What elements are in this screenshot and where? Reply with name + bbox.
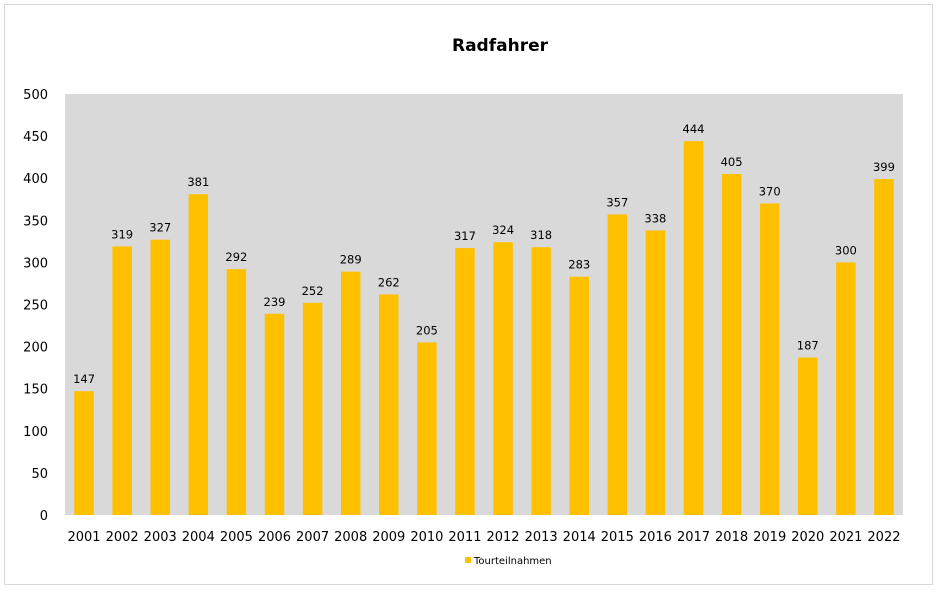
y-tick-label: 50 — [31, 467, 48, 482]
bar — [340, 271, 361, 515]
y-tick-label: 500 — [23, 88, 48, 103]
data-label: 327 — [149, 221, 171, 235]
x-tick-label: 2012 — [486, 530, 519, 545]
x-axis: 2001 2002 2003 2004 2005 2006 2007 2008 2009 2010… — [67, 530, 900, 545]
data-label: 405 — [721, 155, 743, 169]
x-tick-label: 2018 — [715, 530, 748, 545]
bar-series — [74, 141, 894, 516]
x-tick-label: 2003 — [144, 530, 177, 545]
data-label: 324 — [492, 223, 514, 237]
y-tick-label: 200 — [23, 341, 48, 356]
y-tick-label: 150 — [23, 383, 48, 398]
bar — [531, 247, 551, 515]
bar — [874, 179, 894, 516]
x-tick-label: 2002 — [106, 530, 139, 545]
x-tick-label: 2005 — [220, 530, 253, 545]
y-tick-label: 0 — [40, 509, 48, 524]
data-label: 262 — [378, 275, 400, 289]
x-tick-label: 2020 — [791, 530, 824, 545]
y-tick-label: 400 — [23, 172, 48, 187]
data-label: 318 — [530, 228, 552, 242]
x-tick-label: 2019 — [753, 530, 786, 545]
data-label: 357 — [606, 195, 628, 209]
bar — [455, 248, 475, 515]
data-label: 338 — [644, 211, 666, 225]
data-label: 300 — [835, 243, 857, 257]
bar — [302, 302, 323, 515]
y-axis: 0 50 100 150 200 250 300 350 400 450 500 — [23, 88, 48, 524]
data-label: 187 — [797, 339, 819, 353]
data-label: 292 — [225, 250, 247, 264]
data-label: 381 — [187, 175, 209, 189]
x-tick-label: 2014 — [563, 530, 596, 545]
y-tick-label: 250 — [23, 299, 48, 314]
legend: Tourteilnahmen — [465, 556, 552, 567]
legend-swatch — [465, 557, 471, 563]
x-tick-label: 2009 — [372, 530, 405, 545]
y-tick-label: 100 — [23, 425, 48, 440]
bar — [417, 342, 437, 515]
bar — [150, 239, 170, 515]
bar — [379, 294, 399, 515]
legend-label: Tourteilnahmen — [473, 556, 552, 567]
bar — [493, 242, 513, 515]
x-tick-label: 2001 — [67, 530, 100, 545]
bar — [683, 141, 704, 516]
bar — [607, 214, 628, 515]
x-tick-label: 2008 — [334, 530, 367, 545]
bar — [188, 194, 209, 515]
x-tick-label: 2021 — [829, 530, 862, 545]
bar — [264, 313, 285, 515]
bar — [112, 246, 132, 516]
y-tick-label: 300 — [23, 256, 48, 271]
chart-title: Radfahrer — [452, 36, 549, 56]
y-tick-label: 350 — [23, 214, 48, 229]
x-tick-label: 2015 — [601, 530, 634, 545]
data-label: 283 — [568, 258, 590, 272]
x-tick-label: 2013 — [525, 530, 558, 545]
x-tick-label: 2010 — [410, 530, 443, 545]
data-label: 370 — [759, 184, 781, 198]
bar — [569, 276, 589, 515]
data-label: 319 — [111, 227, 133, 241]
bar — [74, 391, 94, 515]
bar — [798, 357, 818, 515]
x-tick-label: 2007 — [296, 530, 329, 545]
y-tick-label: 450 — [23, 130, 48, 145]
x-tick-label: 2017 — [677, 530, 710, 545]
data-label: 317 — [454, 229, 476, 243]
data-label: 239 — [264, 295, 286, 309]
x-tick-label: 2011 — [448, 530, 481, 545]
bar — [721, 173, 742, 516]
data-labels: 147 319 327 381 292 239 252 289 262 205 317 324 318 2… — [73, 122, 895, 386]
data-label: 444 — [683, 122, 705, 136]
bar — [759, 203, 780, 515]
bar — [645, 230, 666, 516]
data-label: 252 — [302, 284, 324, 298]
x-tick-label: 2004 — [182, 530, 215, 545]
bar — [836, 262, 856, 515]
data-label: 205 — [416, 323, 438, 337]
data-label: 147 — [73, 372, 95, 386]
bar — [226, 269, 247, 515]
data-label: 399 — [873, 160, 895, 174]
x-tick-label: 2022 — [867, 530, 900, 545]
x-tick-label: 2006 — [258, 530, 291, 545]
data-label: 289 — [340, 253, 362, 267]
x-tick-label: 2016 — [639, 530, 672, 545]
